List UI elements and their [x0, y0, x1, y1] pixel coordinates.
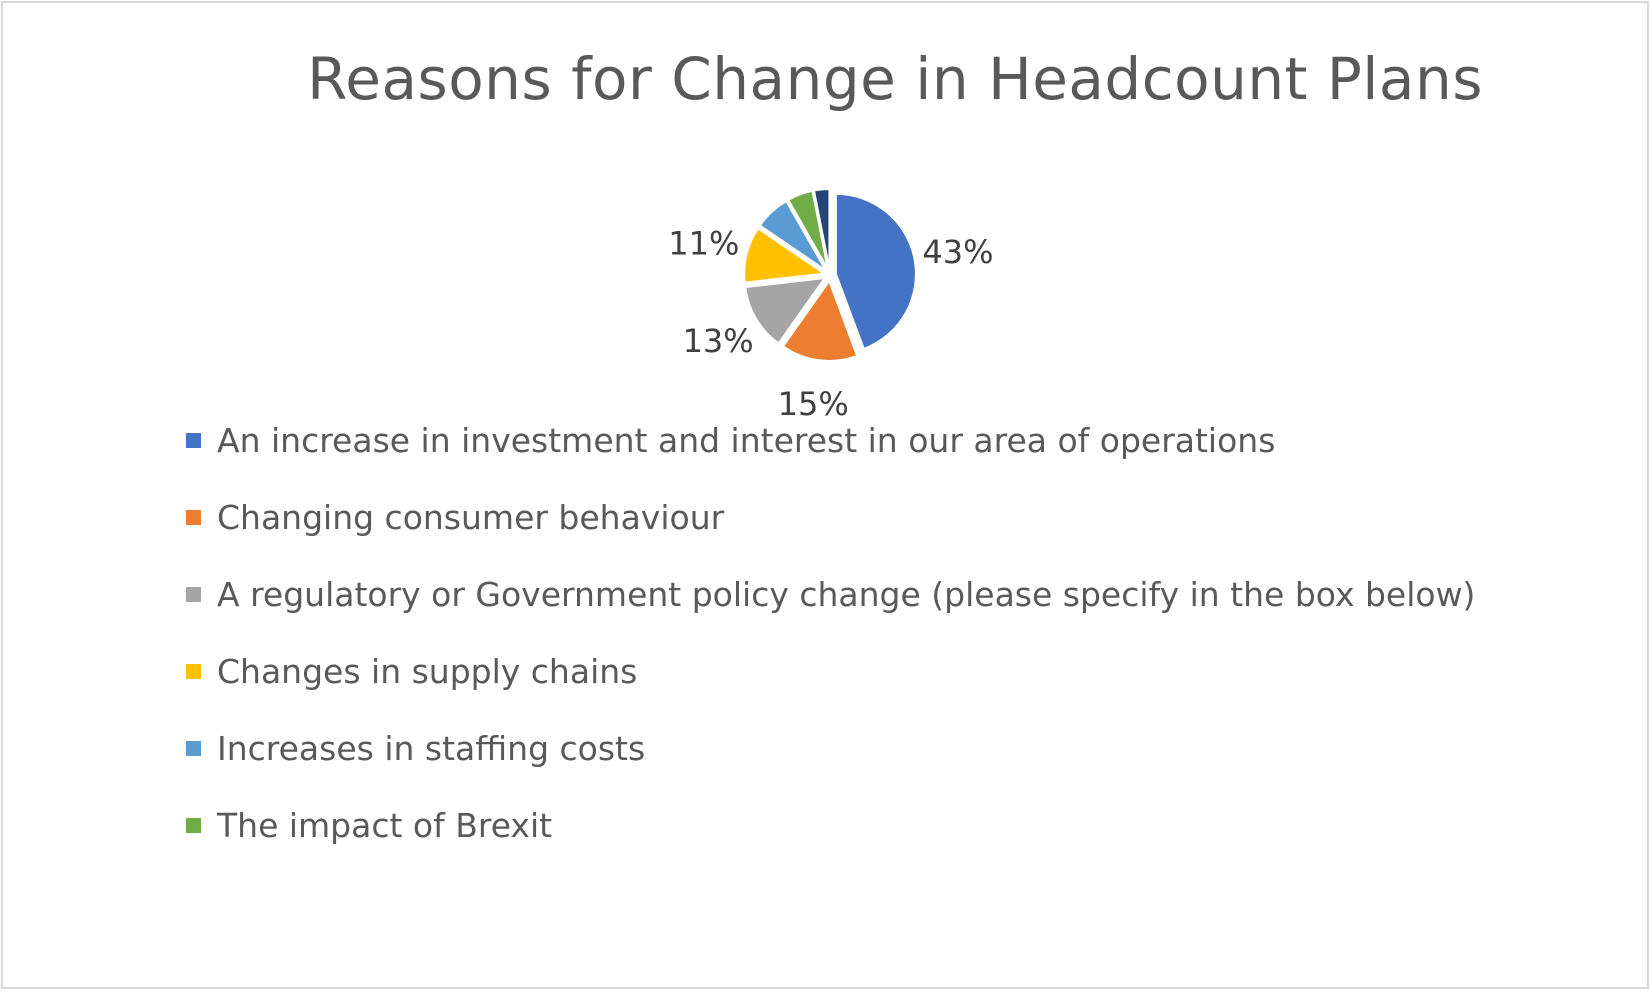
pie-slice-2 — [781, 278, 859, 362]
legend-item-3: A regulatory or Government policy change… — [186, 572, 1475, 616]
legend-item-6: The impact of Brexit — [186, 803, 552, 847]
legend-item-1: An increase in investment and interest i… — [186, 418, 1275, 462]
legend-swatch — [186, 432, 201, 448]
pie-slice-3 — [744, 276, 827, 345]
legend-swatch — [186, 586, 201, 602]
legend-item-4: Changes in supply chains — [186, 649, 637, 693]
legend-swatch — [186, 740, 201, 756]
legend-label: Changes in supply chains — [217, 651, 638, 691]
legend-label: Increases in staffing costs — [217, 728, 646, 768]
legend-label: Changing consumer behaviour — [217, 497, 725, 537]
chart-title: Reasons for Change in Headcount Plans — [307, 45, 1483, 113]
legend-label: A regulatory or Government policy change… — [217, 574, 1476, 614]
data-label-4: 11% — [668, 225, 739, 263]
pie-slice-1 — [834, 192, 917, 351]
data-label-3: 13% — [683, 322, 754, 360]
legend-label: An increase in investment and interest i… — [217, 420, 1276, 460]
pie-slice-7 — [812, 188, 831, 270]
legend-item-5: Increases in staffing costs — [186, 726, 645, 770]
legend-swatch — [186, 817, 201, 833]
pie-slice-5 — [758, 199, 827, 272]
pie-slice-4 — [743, 227, 827, 284]
legend-item-2: Changing consumer behaviour — [186, 495, 724, 539]
pie-slice-6 — [786, 189, 829, 270]
legend-label: The impact of Brexit — [217, 805, 553, 845]
legend-swatch — [186, 509, 201, 525]
legend-swatch — [186, 663, 201, 679]
data-label-2: 15% — [778, 385, 849, 423]
data-label-1: 43% — [922, 233, 993, 271]
